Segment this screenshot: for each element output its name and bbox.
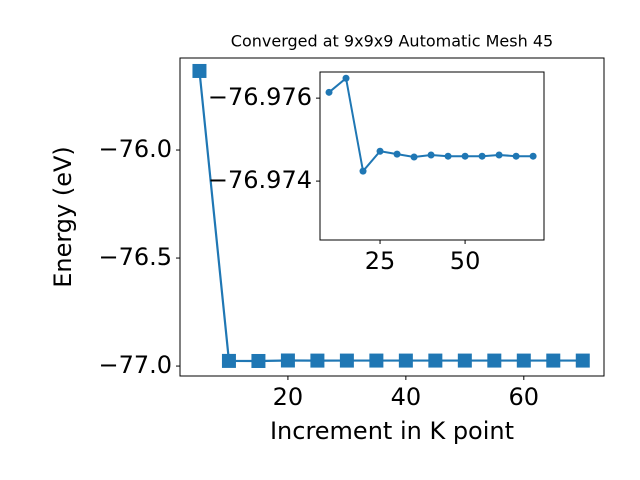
marker	[280, 353, 295, 368]
x-axis-label: Increment in K point	[270, 417, 514, 445]
marker	[512, 152, 520, 160]
x-tick-label: 50	[450, 247, 481, 275]
marker	[376, 147, 384, 155]
marker	[221, 353, 236, 368]
marker	[410, 153, 418, 161]
marker	[342, 74, 350, 82]
marker	[516, 353, 531, 368]
x-tick-label: 25	[365, 247, 396, 275]
marker	[325, 88, 333, 96]
marker	[575, 353, 590, 368]
y-tick-label: −76.0	[98, 135, 172, 163]
marker	[495, 151, 503, 159]
marker	[461, 152, 469, 160]
x-tick-label: 20	[273, 383, 304, 411]
marker	[369, 353, 384, 368]
x-tick-label: 40	[391, 383, 422, 411]
y-tick-label: −76.976	[208, 83, 312, 111]
x-tick-label: 60	[509, 383, 540, 411]
marker	[339, 353, 354, 368]
y-tick-label: −77.0	[98, 351, 172, 379]
marker	[487, 353, 502, 368]
marker	[444, 152, 452, 160]
marker	[251, 353, 266, 368]
marker	[192, 63, 207, 78]
marker	[398, 353, 413, 368]
marker	[393, 150, 401, 158]
marker	[529, 152, 537, 160]
chart-title: Converged at 9x9x9 Automatic Mesh 45	[231, 32, 553, 51]
marker	[310, 353, 325, 368]
marker	[427, 151, 435, 159]
marker	[478, 152, 486, 160]
marker	[457, 353, 472, 368]
y-tick-label: −76.974	[208, 166, 312, 194]
y-tick-label: −76.5	[98, 243, 172, 271]
y-axis-label: Energy (eV)	[49, 146, 77, 288]
marker	[359, 167, 367, 175]
marker	[546, 353, 561, 368]
marker	[428, 353, 443, 368]
